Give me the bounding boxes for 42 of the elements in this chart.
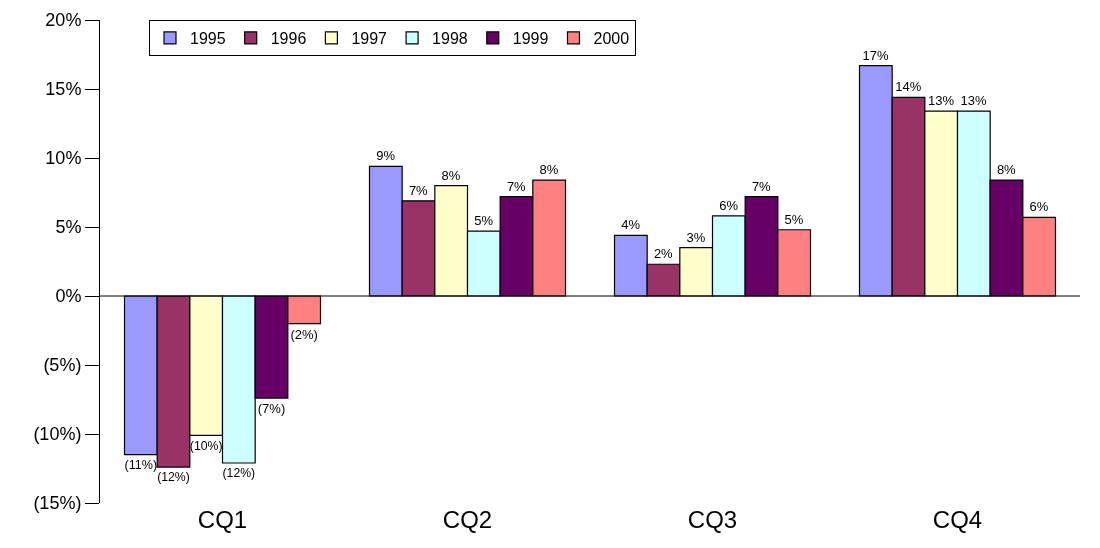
data-label: 7%	[751, 178, 772, 194]
data-label: 9%	[376, 148, 396, 164]
x-tick-label: CQ3	[687, 506, 738, 533]
data-label: 14%	[895, 79, 922, 95]
x-tick-label: CQ1	[197, 506, 248, 533]
y-tick-label: (5%)	[43, 355, 82, 376]
x-tick-label: CQ4	[932, 506, 983, 533]
data-label: 8%	[996, 162, 1017, 178]
legend-label: 1997	[351, 30, 388, 48]
data-label: 5%	[784, 211, 804, 227]
x-tick-label: CQ2	[442, 506, 493, 533]
y-tick-label: 20%	[45, 10, 82, 31]
data-label: 6%	[719, 197, 739, 213]
data-label: 8%	[539, 162, 559, 178]
y-tick-label: 10%	[45, 148, 82, 169]
data-label: 6%	[1029, 199, 1049, 215]
y-tick-label: (10%)	[33, 424, 82, 445]
data-label: 7%	[408, 182, 429, 198]
y-tick-label: (15%)	[33, 493, 82, 514]
data-label: (7%)	[257, 401, 286, 417]
data-label: 13%	[927, 93, 955, 109]
data-label: 7%	[506, 178, 527, 194]
data-label: 2%	[653, 246, 674, 262]
data-label: 13%	[960, 93, 988, 109]
data-label: 4%	[621, 217, 641, 233]
data-label: 5%	[474, 213, 494, 229]
data-label: 17%	[862, 47, 890, 63]
data-label: 3%	[686, 229, 706, 245]
y-tick-label: 0%	[55, 286, 82, 307]
data-label: 8%	[441, 167, 461, 183]
legend-label: 2000	[593, 30, 630, 48]
data-label: (12%)	[222, 466, 256, 481]
legend-label: 1996	[270, 30, 307, 48]
legend-label: 1999	[512, 30, 549, 48]
y-tick-label: 5%	[55, 217, 82, 238]
legend-label: 1998	[432, 30, 468, 48]
legend-label: 1995	[190, 30, 226, 48]
data-label: (10%)	[189, 438, 223, 453]
data-label: (12%)	[157, 470, 190, 485]
data-label: (2%)	[290, 326, 318, 342]
data-label: (11%)	[124, 458, 158, 473]
y-tick-label: 15%	[45, 79, 82, 100]
